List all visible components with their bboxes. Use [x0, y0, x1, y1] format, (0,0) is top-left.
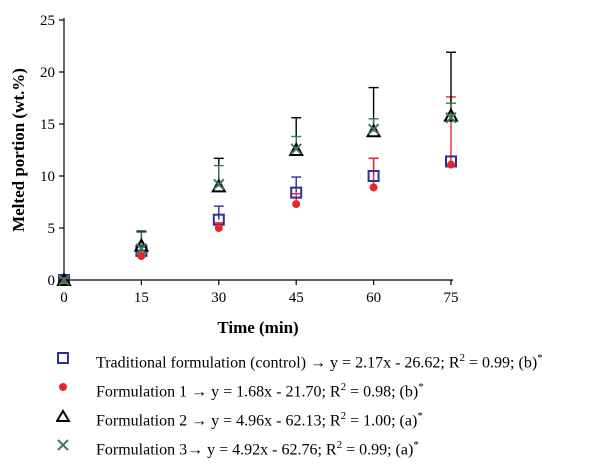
y-tick-label: 0: [48, 273, 56, 289]
x-tick-label: 45: [289, 290, 304, 306]
x-marker: [367, 123, 380, 135]
scatter-chart: 0 15 30 45 60 75 0 5 10 15 20 25 Time (min) Melted …: [9, 13, 459, 337]
triangle-marker: [365, 123, 382, 138]
y-tick-label: 15: [40, 117, 55, 133]
x-marker: [290, 143, 302, 155]
triangle-marker: [211, 178, 227, 193]
x-tick-label: 30: [211, 290, 226, 306]
y-axis-label: Melted portion (wt.%): [9, 68, 28, 232]
circle-marker-icon: [59, 383, 67, 391]
triangle-marker: [288, 141, 304, 156]
triangle-marker: [56, 271, 72, 286]
x-marker: [135, 243, 148, 255]
y-tick-label: 10: [40, 169, 55, 185]
x-tick-label: 60: [366, 290, 381, 306]
square-marker: [367, 170, 380, 182]
legend: Traditional formulation (control) → y = …: [56, 348, 606, 464]
x-marker: [445, 112, 457, 124]
legend-item-formulation-2: Formulation 2 → y = 4.96x - 62.13; R2 = …: [56, 406, 606, 435]
y-tick-label: 5: [48, 221, 56, 237]
legend-item-formulation-3: Formulation 3→ y = 4.92x - 62.76; R2 = 0…: [56, 435, 606, 464]
legend-label: Formulation 2 → y = 4.96x - 62.13; R2 = …: [96, 410, 423, 430]
legend-item-control: Traditional formulation (control) → y = …: [56, 348, 606, 377]
x-tick-label: 75: [444, 290, 459, 306]
x-marker: [213, 178, 225, 191]
x-marker: [58, 274, 70, 286]
circle-marker: [137, 252, 146, 261]
y-tick-label: 20: [40, 65, 55, 81]
x-axis-label: Time (min): [217, 318, 298, 337]
circle-marker: [214, 224, 223, 232]
square-marker-icon: [57, 352, 69, 364]
y-tick-label: 25: [40, 13, 55, 29]
axes: 0 15 30 45 60 75 0 5 10 15 20 25: [40, 13, 459, 306]
data-points: [56, 107, 459, 286]
x-marker-icon: [57, 439, 69, 451]
circle-marker: [447, 160, 455, 169]
legend-label: Formulation 3→ y = 4.92x - 62.76; R2 = 0…: [96, 439, 419, 459]
triangle-marker-icon: [56, 409, 71, 422]
legend-label: Traditional formulation (control) → y = …: [96, 352, 543, 372]
legend-item-formulation-1: Formulation 1 → y = 1.68x - 21.70; R2 = …: [56, 377, 606, 406]
square-marker: [290, 186, 303, 199]
x-tick-label: 0: [60, 290, 68, 306]
circle-marker: [369, 183, 378, 192]
x-tick-label: 15: [134, 290, 149, 306]
circle-marker: [292, 200, 301, 209]
legend-label: Formulation 1 → y = 1.68x - 21.70; R2 = …: [96, 381, 424, 401]
